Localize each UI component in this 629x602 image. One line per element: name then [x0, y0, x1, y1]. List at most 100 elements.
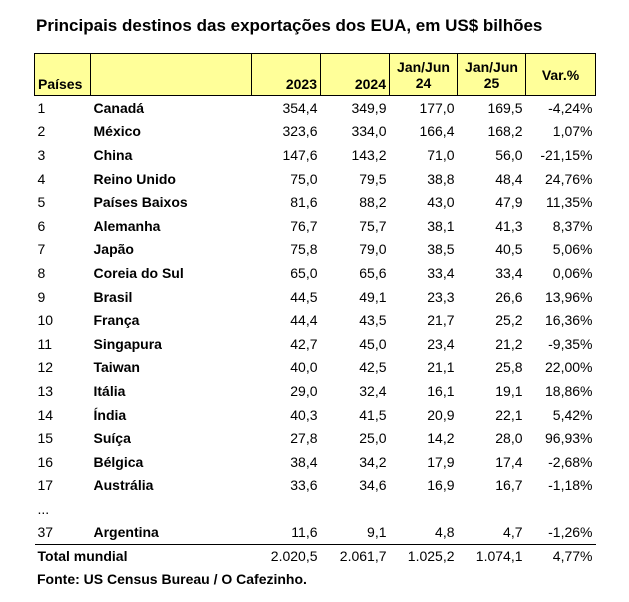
header-jan-jun-25-line1: Jan/Jun [465, 58, 518, 75]
header-row: Países 2023 2024 Jan/Jun 24 Jan/Jun 25 V… [34, 53, 596, 96]
cell-variation: 96,93% [545, 430, 593, 447]
cell-country: Canadá [93, 99, 145, 116]
cell-2023: 75,8 [290, 241, 318, 258]
cell-variation: -1,18% [548, 477, 593, 494]
cell-variation: -4,24% [548, 99, 593, 116]
cell-rank: 15 [37, 430, 54, 447]
header-2023: 2023 [251, 53, 321, 96]
cell-jan-jun-24: 23,4 [427, 335, 455, 352]
total-row: Total mundial 2.020,5 2.061,7 1.025,2 1.… [34, 543, 596, 569]
cell-2023: 33,6 [290, 477, 318, 494]
cell-variation: 5,06% [552, 241, 593, 258]
cell-jan-jun-24: 16,1 [427, 382, 455, 399]
cell-rank: 10 [37, 312, 54, 329]
cell-country: China [93, 146, 133, 163]
cell-country: Brasil [93, 288, 133, 305]
cell-country: Países Baixos [93, 194, 188, 211]
cell-2023: 44,5 [290, 288, 318, 305]
header-variation: Var.% [525, 53, 596, 96]
cell-jan-jun-25: 28,0 [495, 430, 523, 447]
cell-variation: -9,35% [548, 335, 593, 352]
cell-variation: 8,37% [552, 217, 593, 234]
cell-variation: -1,26% [548, 523, 593, 540]
cell-2024: 34,6 [359, 477, 387, 494]
cell-2023: 40,3 [290, 406, 318, 423]
cell-2023: 38,4 [290, 453, 318, 470]
table-row: 10 França 44,4 43,5 21,7 25,2 16,36% [35, 308, 596, 332]
cell-variation: 22,00% [545, 359, 593, 376]
total-2024: 2.061,7 [320, 543, 390, 569]
cell-jan-jun-24: 38,8 [427, 170, 455, 187]
table-row: 2 México 323,6 334,0 166,4 168,2 1,07% [35, 120, 596, 144]
cell-2024: 75,7 [359, 217, 387, 234]
cell-jan-jun-24: 17,9 [427, 453, 455, 470]
cell-rank: 7 [37, 241, 46, 258]
cell-variation: 18,86% [545, 382, 593, 399]
cell-variation: 0,06% [552, 264, 593, 281]
table-title: Principais destinos das exportações dos … [36, 16, 543, 35]
total-jan-jun-24: 1.025,2 [389, 543, 458, 569]
header-jan-jun-24-line2: 24 [415, 74, 432, 91]
cell-variation: 13,96% [545, 288, 593, 305]
cell-rank: 8 [37, 264, 46, 281]
cell-2023: 44,4 [290, 312, 318, 329]
table-row: 15 Suíça 27,8 25,0 14,2 28,0 96,93% [35, 426, 596, 450]
cell-2023: 29,0 [290, 382, 318, 399]
cell-2023: 27,8 [290, 430, 318, 447]
cell-jan-jun-24: 21,7 [427, 312, 455, 329]
cell-2023: 81,6 [290, 194, 318, 211]
total-jan-jun-25: 1.074,1 [457, 543, 526, 569]
cell-variation: 5,42% [552, 406, 593, 423]
cell-jan-jun-25: 47,9 [495, 194, 523, 211]
cell-2024: 79,0 [359, 241, 387, 258]
cell-jan-jun-24: 177,0 [419, 99, 455, 116]
cell-country: Reino Unido [93, 170, 176, 187]
cell-country: Índia [93, 406, 127, 423]
cell-rank: 17 [37, 477, 54, 494]
cell-2023: 76,7 [290, 217, 318, 234]
cell-2024: 32,4 [359, 382, 387, 399]
cell-country: Singapura [93, 335, 162, 352]
table-row: 6 Alemanha 76,7 75,7 38,1 41,3 8,37% [35, 214, 596, 238]
header-jan-jun-24: Jan/Jun 24 [389, 53, 458, 96]
cell-jan-jun-25: 19,1 [495, 382, 523, 399]
cell-country: Alemanha [93, 217, 161, 234]
cell-variation: 24,76% [545, 170, 593, 187]
cell-2023: 75,0 [290, 170, 318, 187]
cell-2024: 42,5 [359, 359, 387, 376]
cell-variation: 1,07% [552, 123, 593, 140]
cell-variation: 16,36% [545, 312, 593, 329]
table-row: 7 Japão 75,8 79,0 38,5 40,5 5,06% [35, 238, 596, 262]
cell-jan-jun-25: 21,2 [495, 335, 523, 352]
cell-jan-jun-25: 56,0 [495, 146, 523, 163]
cell-2024: 49,1 [359, 288, 387, 305]
cell-jan-jun-25: 41,3 [495, 217, 523, 234]
ellipsis-row: ... [35, 497, 596, 520]
total-2023: 2.020,5 [251, 543, 321, 569]
cell-jan-jun-24: 23,3 [427, 288, 455, 305]
cell-jan-jun-25: 25,2 [495, 312, 523, 329]
cell-variation: 11,35% [546, 194, 593, 211]
header-jan-jun-24-line1: Jan/Jun [397, 58, 450, 75]
cell-2024: 41,5 [359, 406, 387, 423]
cell-jan-jun-24: 38,1 [427, 217, 455, 234]
cell-rank: 14 [37, 406, 54, 423]
table-row: 8 Coreia do Sul 65,0 65,6 33,4 33,4 0,06% [35, 261, 596, 285]
table-body: 1 Canadá 354,4 349,9 177,0 169,5 -4,24% 2 México… [34, 96, 596, 569]
cell-rank: 9 [37, 288, 46, 305]
cell-jan-jun-25: 168,2 [487, 123, 523, 140]
cell-jan-jun-25: 169,5 [487, 99, 523, 116]
cell-country: Austrália [93, 477, 154, 494]
exports-table: Países 2023 2024 Jan/Jun 24 Jan/Jun 25 V… [34, 53, 596, 569]
header-2024: 2024 [320, 53, 390, 96]
cell-2023: 65,0 [290, 264, 318, 281]
cell-jan-jun-24: 4,8 [435, 523, 455, 540]
source-note: Fonte: US Census Bureau / O Cafezinho. [37, 571, 307, 587]
table-row: 17 Austrália 33,6 34,6 16,9 16,7 -1,18% [35, 474, 596, 498]
cell-2024: 43,5 [359, 312, 387, 329]
table-row: 3 China 147,6 143,2 71,0 56,0 -21,15% [35, 143, 596, 167]
cell-jan-jun-25: 17,4 [495, 453, 523, 470]
cell-jan-jun-25: 33,4 [495, 264, 523, 281]
table-row: 12 Taiwan 40,0 42,5 21,1 25,8 22,00% [35, 356, 596, 380]
ellipsis-cell: ... [37, 500, 50, 517]
